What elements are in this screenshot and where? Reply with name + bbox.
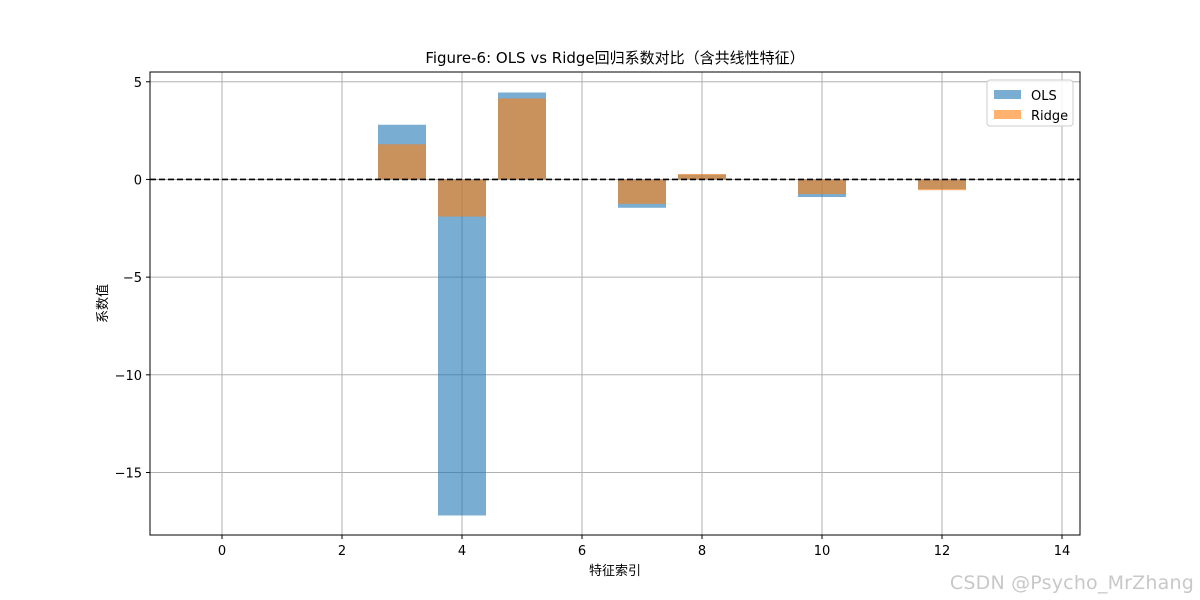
- legend-swatch-ridge: [994, 110, 1021, 119]
- x-tick-label: 8: [698, 544, 706, 559]
- bar-ridge: [918, 179, 966, 191]
- watermark: CSDN @Psycho_MrZhang: [949, 572, 1194, 594]
- bar-ridge: [498, 98, 546, 180]
- axes-frame: [149, 71, 1081, 536]
- y-tick-label: 0: [134, 173, 142, 188]
- y-tick-label: −10: [115, 369, 142, 384]
- x-tick-label: 4: [458, 544, 466, 559]
- bar-ridge: [378, 144, 426, 180]
- bars: [378, 92, 966, 516]
- legend-label-ridge: Ridge: [1031, 109, 1068, 124]
- grid: [150, 72, 1080, 535]
- x-tick-label: 14: [1054, 544, 1071, 559]
- ticks: 0 2 4 6 8 10 12 14 5 0 −5 −10 −15: [115, 76, 1071, 559]
- chart-title: Figure-6: OLS vs Ridge回归系数对比（含共线性特征）: [425, 49, 804, 67]
- y-tick-label: 5: [134, 76, 142, 91]
- x-tick-label: 6: [578, 544, 586, 559]
- bar-ridge: [798, 179, 846, 195]
- bar-ols: [438, 179, 486, 516]
- bar-ridge: [678, 173, 726, 180]
- legend-swatch-ols: [994, 90, 1021, 99]
- x-tick-label: 10: [814, 544, 831, 559]
- y-axis-label: 系数值: [95, 284, 111, 323]
- y-tick-label: −15: [115, 466, 142, 481]
- bar-ridge: [618, 179, 666, 204]
- legend-label-ols: OLS: [1031, 89, 1057, 104]
- x-tick-label: 12: [934, 544, 951, 559]
- x-tick-label: 2: [338, 544, 346, 559]
- x-tick-label: 0: [218, 544, 226, 559]
- y-tick-label: −5: [123, 271, 142, 286]
- legend: OLS Ridge: [986, 79, 1074, 127]
- x-axis-label: 特征索引: [589, 564, 641, 579]
- bar-ridge: [438, 179, 486, 217]
